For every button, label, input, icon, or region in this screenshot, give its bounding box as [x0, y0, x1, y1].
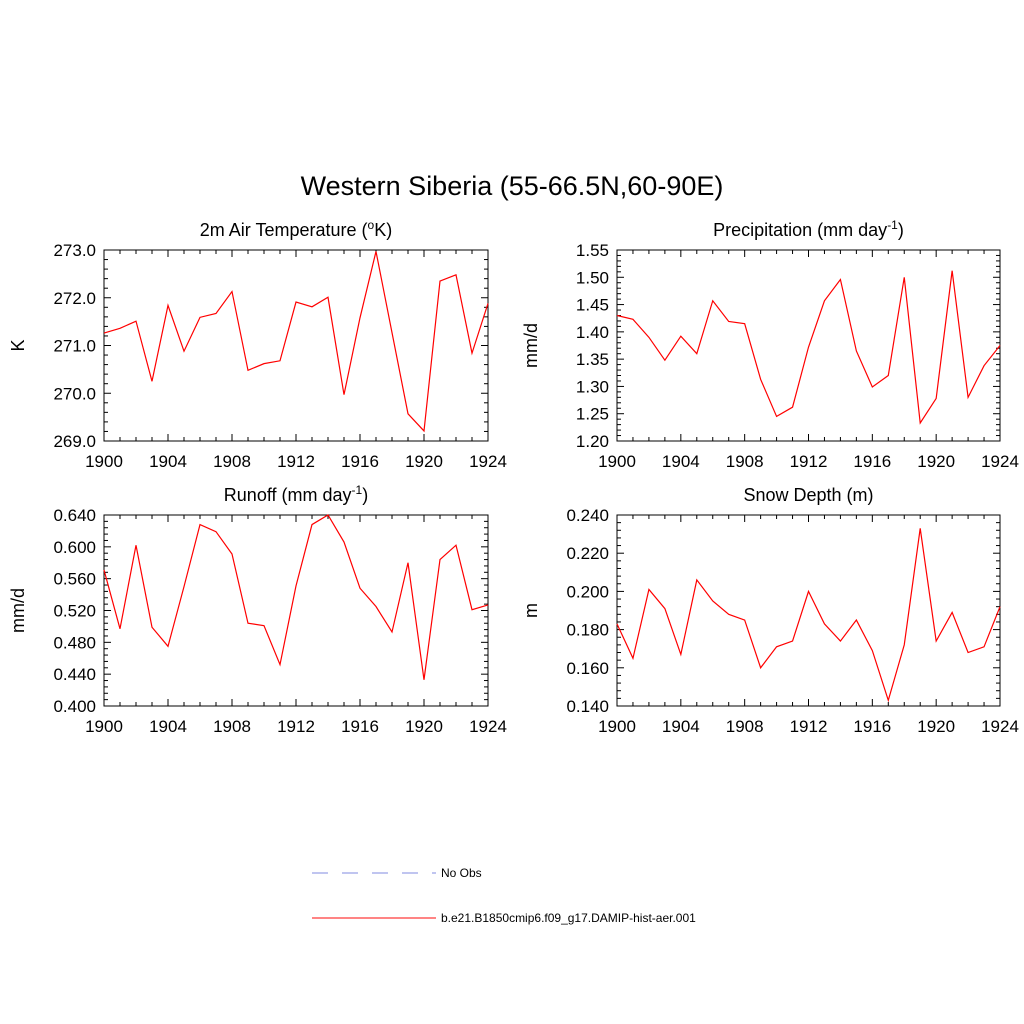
air-temperature-xtick-label: 1900 — [85, 452, 123, 471]
panel-precipitation: Precipitation (mm day-1) mm/d 1900 1904 1908… — [521, 218, 1019, 471]
legend-label-model: b.e21.B1850cmip6.f09_g17.DAMIP-hist-aer.… — [441, 911, 696, 925]
runoff-xtick-label: 1904 — [149, 717, 187, 736]
runoff-xtick-label: 1908 — [213, 717, 251, 736]
precipitation-ytick-label: 1.40 — [576, 323, 609, 342]
runoff-title-sup: -1 — [352, 483, 363, 497]
precipitation-ytick-label: 1.30 — [576, 377, 609, 396]
figure-title: Western Siberia (55-66.5N,60-90E) — [301, 171, 724, 201]
runoff-ytick-label: 0.400 — [53, 697, 96, 716]
runoff-xtick-label: 1912 — [277, 717, 315, 736]
runoff-ytick-label: 0.640 — [53, 506, 96, 525]
snow-depth-xtick-label: 1908 — [726, 717, 764, 736]
snow-depth-xtick-label: 1904 — [662, 717, 700, 736]
runoff-title-text: Runoff (mm day — [224, 485, 352, 505]
runoff-ytick-label: 0.440 — [53, 665, 96, 684]
snow-depth-xtick-label: 1920 — [917, 717, 955, 736]
precipitation-xtick-label: 1900 — [598, 452, 636, 471]
runoff-ytick-label: 0.560 — [53, 570, 96, 589]
precipitation-title-sup: -1 — [887, 218, 898, 232]
precipitation-ytick-label: 1.45 — [576, 296, 609, 315]
snow-depth-xtick-label: 1924 — [981, 717, 1019, 736]
panel-air-temperature: 2m Air Temperature (oK) K 1900 1904 1908 1912… — [8, 218, 507, 471]
legend: No Obs b.e21.B1850cmip6.f09_g17.DAMIP-hi… — [312, 866, 696, 925]
snow-depth-ytick-label: 0.140 — [566, 697, 609, 716]
snow-depth-title: Snow Depth (m) — [743, 485, 873, 505]
snow-depth-series-line — [616, 528, 1001, 703]
precipitation-xtick-label: 1924 — [981, 452, 1019, 471]
snow-depth-ytick-label: 0.180 — [566, 621, 609, 640]
runoff-xtick-label: 1916 — [341, 717, 379, 736]
precipitation-xtick-label: 1916 — [853, 452, 891, 471]
precipitation-xtick-label: 1908 — [726, 452, 764, 471]
air-temperature-ytick-label: 272.0 — [53, 289, 96, 308]
runoff-xtick-label: 1920 — [405, 717, 443, 736]
air-temperature-title: 2m Air Temperature (oK) — [200, 218, 392, 240]
precipitation-ytick-label: 1.25 — [576, 405, 609, 424]
precipitation-ytick-label: 1.50 — [576, 268, 609, 287]
snow-depth-xtick-label: 1916 — [853, 717, 891, 736]
air-temperature-title-text: 2m Air Temperature ( — [200, 220, 368, 240]
runoff-xtick-label: 1924 — [469, 717, 507, 736]
precipitation-series-line — [616, 270, 1001, 425]
runoff-ytick-label: 0.480 — [53, 633, 96, 652]
air-temperature-ytick-label: 273.0 — [53, 241, 96, 260]
snow-depth-xtick-label: 1900 — [598, 717, 636, 736]
snow-depth-frame — [616, 514, 1001, 707]
snow-depth-xtick-label: 1912 — [790, 717, 828, 736]
runoff-frame — [103, 514, 489, 707]
air-temperature-xtick-label: 1904 — [149, 452, 187, 471]
air-temperature-title-sup: o — [368, 218, 375, 232]
runoff-xtick-label: 1900 — [85, 717, 123, 736]
runoff-ylabel: mm/d — [8, 588, 28, 633]
air-temperature-xtick-label: 1912 — [277, 452, 315, 471]
air-temperature-ytick-label: 270.0 — [53, 384, 96, 403]
precipitation-xtick-label: 1920 — [917, 452, 955, 471]
precipitation-ytick-label: 1.55 — [576, 241, 609, 260]
precipitation-ylabel: mm/d — [521, 323, 541, 368]
snow-depth-title-text: Snow Depth (m) — [743, 485, 873, 505]
snow-depth-ylabel: m — [521, 603, 541, 618]
air-temperature-xtick-label: 1908 — [213, 452, 251, 471]
air-temperature-ytick-label: 271.0 — [53, 337, 96, 356]
air-temperature-title-end: K) — [374, 220, 392, 240]
precipitation-title-text: Precipitation (mm day — [713, 220, 887, 240]
snow-depth-ytick-label: 0.160 — [566, 659, 609, 678]
precipitation-title: Precipitation (mm day-1) — [713, 218, 904, 240]
runoff-series-line — [103, 514, 489, 680]
runoff-title: Runoff (mm day-1) — [224, 483, 368, 505]
precipitation-xtick-label: 1904 — [662, 452, 700, 471]
runoff-ytick-label: 0.520 — [53, 602, 96, 621]
air-temperature-series-line — [103, 251, 489, 433]
air-temperature-xtick-label: 1920 — [405, 452, 443, 471]
air-temperature-xtick-label: 1916 — [341, 452, 379, 471]
snow-depth-ytick-label: 0.200 — [566, 582, 609, 601]
precipitation-title-end: ) — [898, 220, 904, 240]
precipitation-ytick-label: 1.35 — [576, 350, 609, 369]
air-temperature-xtick-label: 1924 — [469, 452, 507, 471]
air-temperature-ylabel: K — [8, 339, 28, 351]
snow-depth-ytick-label: 0.240 — [566, 506, 609, 525]
legend-label-no-obs: No Obs — [441, 866, 482, 880]
runoff-ytick-label: 0.600 — [53, 538, 96, 557]
runoff-title-end: ) — [362, 485, 368, 505]
panel-snow-depth: Snow Depth (m) m 1900 1904 1908 1912 1916 1920 1… — [521, 485, 1019, 736]
panel-runoff: Runoff (mm day-1) mm/d 1900 1904 1908 1912 191… — [8, 483, 507, 736]
air-temperature-ytick-label: 269.0 — [53, 432, 96, 451]
snow-depth-ytick-label: 0.220 — [566, 544, 609, 563]
precipitation-xtick-label: 1912 — [790, 452, 828, 471]
precipitation-ytick-label: 1.20 — [576, 432, 609, 451]
air-temperature-frame — [103, 249, 489, 442]
